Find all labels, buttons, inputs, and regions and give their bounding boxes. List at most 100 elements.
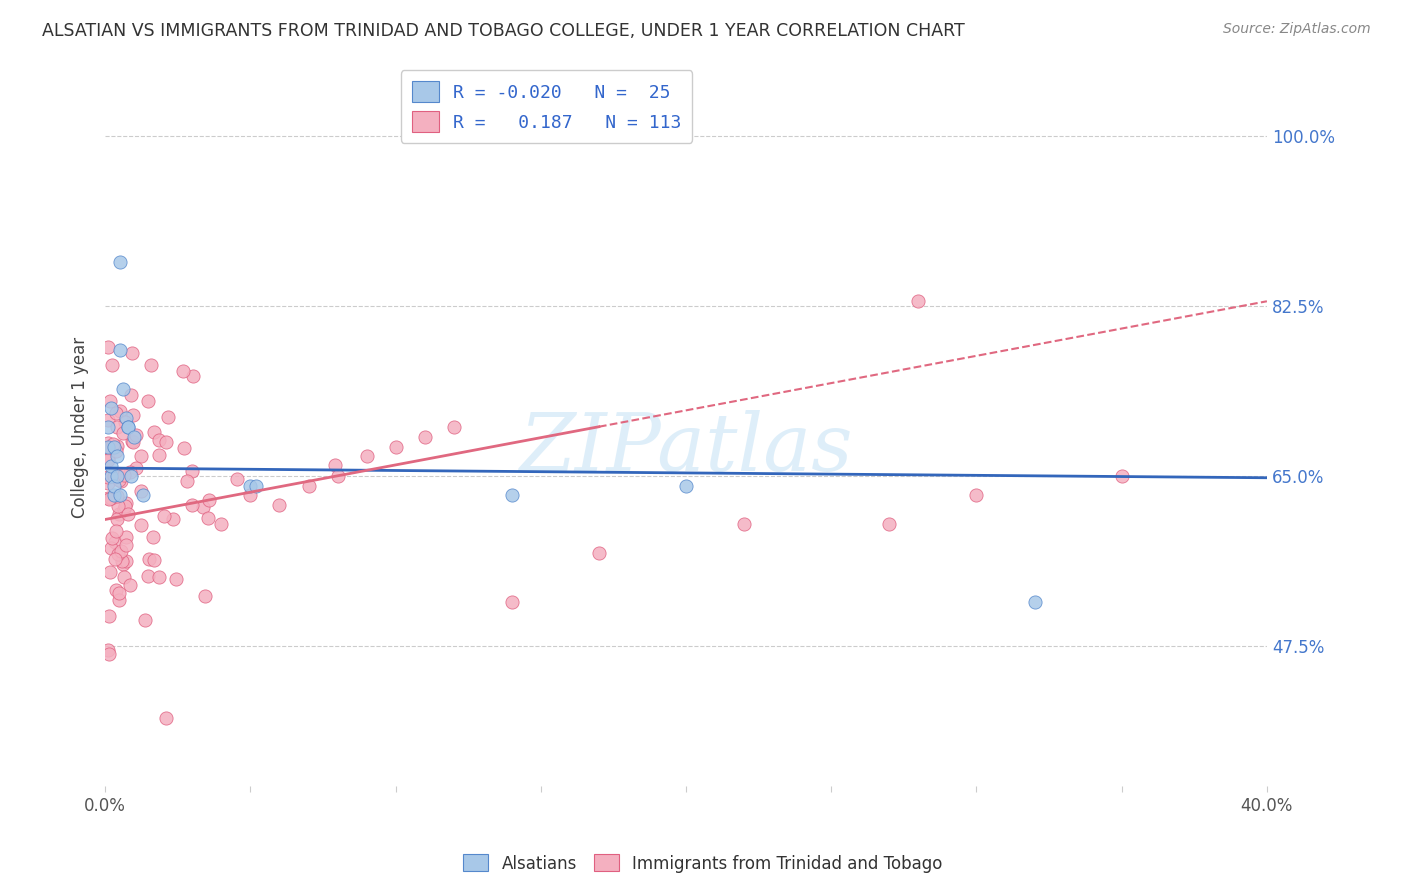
Point: [966, 488, 988, 502]
Point: [97, 491, 120, 506]
Point: [111, 554, 134, 568]
Point: [173, 441, 195, 455]
Point: [501, 488, 523, 502]
Y-axis label: College, Under 1 year: College, Under 1 year: [72, 337, 89, 518]
Point: [104, 524, 127, 538]
Point: [110, 404, 132, 418]
Point: [148, 433, 170, 447]
Point: [114, 529, 136, 543]
Point: [103, 488, 125, 502]
Point: [105, 450, 128, 464]
Point: [103, 440, 125, 454]
Point: [97, 440, 120, 454]
Point: [157, 409, 180, 424]
Point: [105, 512, 128, 526]
Point: [501, 595, 523, 609]
Point: [326, 468, 349, 483]
Point: [115, 495, 138, 509]
Point: [139, 358, 162, 372]
Point: [323, 458, 346, 473]
Point: [105, 582, 128, 597]
Point: [142, 553, 165, 567]
Point: [104, 552, 127, 566]
Point: [97, 470, 120, 484]
Point: [112, 570, 135, 584]
Point: [125, 428, 148, 442]
Point: [98, 609, 121, 624]
Point: [245, 478, 267, 492]
Point: [103, 469, 125, 483]
Point: [97, 413, 120, 427]
Point: [907, 294, 929, 309]
Point: [108, 343, 131, 357]
Point: [97, 643, 120, 657]
Point: [100, 469, 122, 483]
Point: [122, 430, 145, 444]
Point: [97, 451, 120, 466]
Point: [100, 401, 122, 415]
Point: [129, 518, 152, 533]
Point: [121, 434, 143, 448]
Point: [107, 547, 129, 561]
Text: ALSATIAN VS IMMIGRANTS FROM TRINIDAD AND TOBAGO COLLEGE, UNDER 1 YEAR CORRELATIO: ALSATIAN VS IMMIGRANTS FROM TRINIDAD AND…: [42, 22, 965, 40]
Point: [239, 488, 262, 502]
Point: [136, 394, 159, 409]
Point: [111, 382, 134, 396]
Point: [112, 425, 135, 440]
Point: [117, 420, 139, 434]
Point: [118, 578, 141, 592]
Point: [117, 508, 139, 522]
Point: [114, 415, 136, 429]
Point: [108, 473, 131, 487]
Point: [356, 450, 378, 464]
Point: [108, 488, 131, 502]
Point: [97, 435, 120, 450]
Point: [155, 711, 177, 725]
Point: [129, 484, 152, 499]
Point: [105, 489, 128, 503]
Point: [104, 534, 127, 549]
Point: [114, 500, 136, 514]
Point: [112, 502, 135, 516]
Point: [148, 448, 170, 462]
Point: [120, 388, 142, 402]
Point: [112, 467, 135, 482]
Point: [108, 586, 131, 600]
Point: [198, 493, 221, 508]
Point: [110, 475, 132, 489]
Point: [97, 476, 120, 491]
Point: [443, 420, 465, 434]
Point: [136, 569, 159, 583]
Point: [120, 465, 142, 479]
Point: [117, 420, 139, 434]
Point: [879, 517, 901, 532]
Point: [121, 346, 143, 360]
Point: [209, 517, 232, 532]
Point: [104, 406, 127, 420]
Point: [134, 613, 156, 627]
Point: [181, 498, 204, 512]
Point: [110, 544, 132, 558]
Point: [97, 340, 120, 354]
Point: [129, 450, 152, 464]
Text: ZIPatlas: ZIPatlas: [519, 410, 853, 488]
Point: [104, 444, 127, 458]
Point: [225, 472, 247, 486]
Point: [413, 430, 436, 444]
Point: [172, 364, 194, 378]
Point: [675, 478, 697, 492]
Point: [191, 500, 214, 514]
Point: [197, 511, 219, 525]
Point: [107, 499, 129, 513]
Point: [297, 478, 319, 492]
Point: [181, 465, 204, 479]
Point: [153, 509, 176, 524]
Legend: R = -0.020   N =  25, R =   0.187   N = 113: R = -0.020 N = 25, R = 0.187 N = 113: [401, 70, 692, 143]
Point: [114, 554, 136, 568]
Point: [105, 468, 128, 483]
Point: [100, 541, 122, 555]
Point: [181, 369, 204, 384]
Point: [100, 491, 122, 506]
Point: [155, 434, 177, 449]
Point: [269, 498, 291, 512]
